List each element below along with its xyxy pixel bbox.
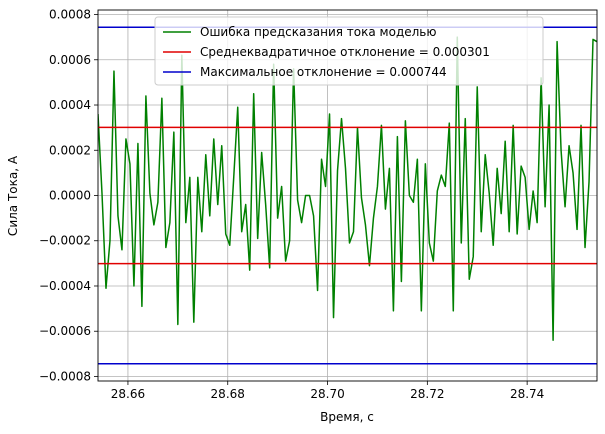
legend-box [154,16,544,86]
y-tick-label: −0.0004 [39,279,91,293]
y-tick-label: 0.0008 [49,8,91,22]
x-tick-label: 28.70 [310,387,344,401]
x-tick-label: 28.74 [510,387,544,401]
y-axis-label: Сила Тока, А [6,155,20,236]
x-tick-label: 28.66 [111,387,145,401]
y-tick-label: 0.0002 [49,143,91,157]
y-tick-label: −0.0002 [39,234,91,248]
x-axis-label: Время, с [320,410,374,424]
y-tick-label: 0.0006 [49,53,91,67]
x-axis: 28.66 28.68 28.70 28.72 28.74 [111,381,544,401]
x-tick-label: 28.72 [410,387,444,401]
y-tick-label: −0.0006 [39,324,91,338]
series-error-line [98,36,597,342]
legend-label: Максимальное отклонение = 0.000744 [200,65,447,79]
y-axis: −0.0008 −0.0006 −0.0004 −0.0002 0.0000 0.0002… [39,8,98,383]
legend-label: Ошибка предсказания тока моделью [200,25,436,39]
y-tick-label: −0.0008 [39,369,91,383]
x-tick-label: 28.68 [211,387,245,401]
legend-label: Среднеквадратичное отклонение = 0.000301 [200,45,490,59]
legend: Ошибка предсказания тока моделью Среднекв… [154,16,544,86]
y-tick-label: 0.0004 [49,98,91,112]
y-tick-label: 0.0000 [49,189,91,203]
